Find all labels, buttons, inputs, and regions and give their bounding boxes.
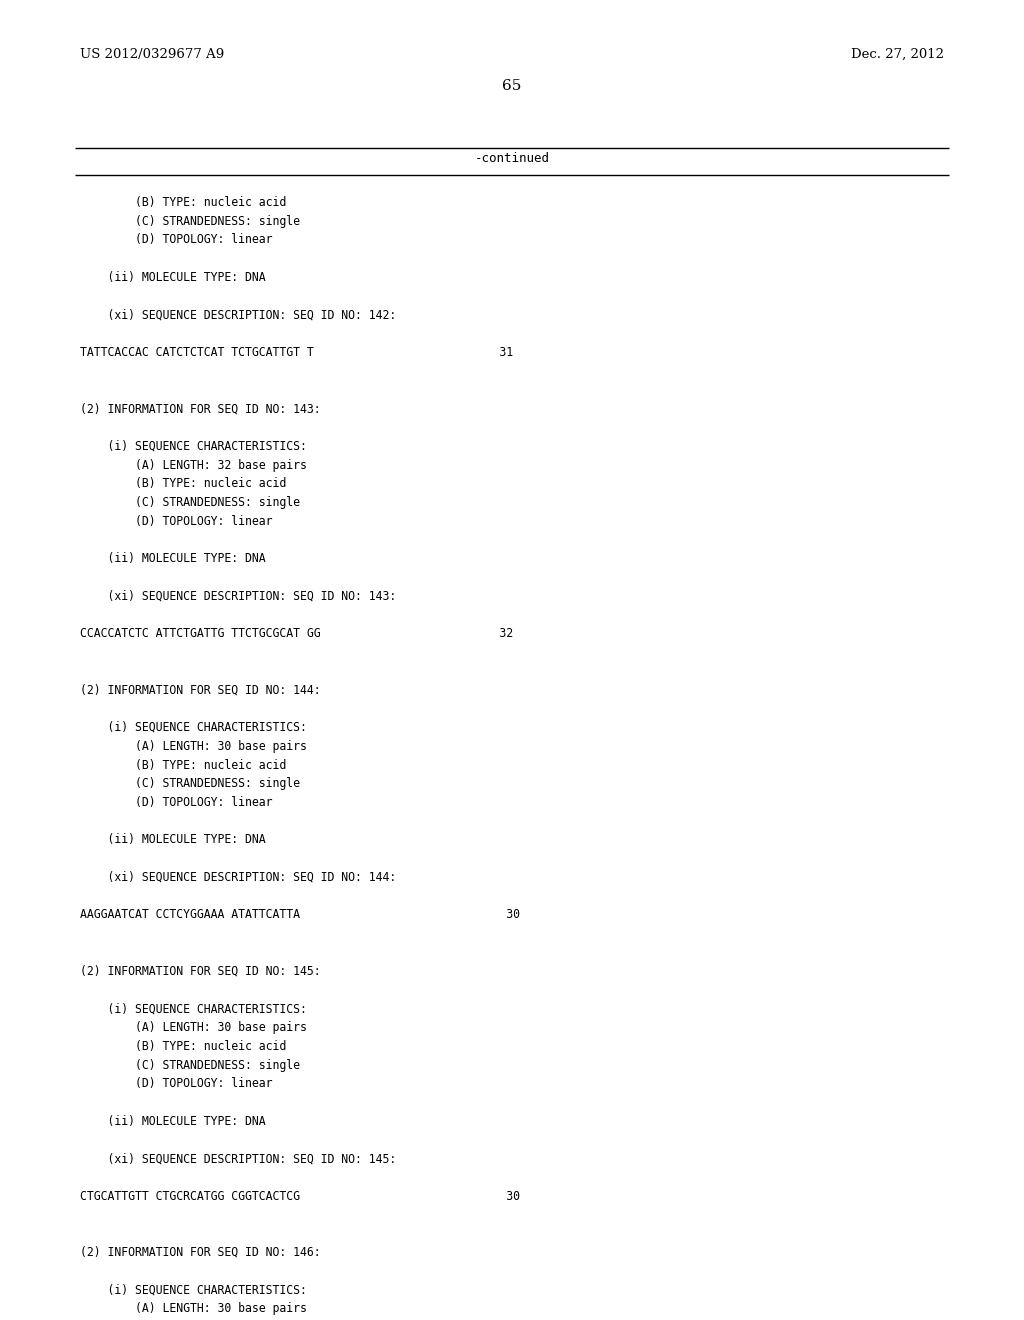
- Text: US 2012/0329677 A9: US 2012/0329677 A9: [80, 48, 224, 61]
- Text: AAGGAATCAT CCTCYGGAAA ATATTCATTA                              30: AAGGAATCAT CCTCYGGAAA ATATTCATTA 30: [80, 908, 520, 921]
- Text: (i) SEQUENCE CHARACTERISTICS:: (i) SEQUENCE CHARACTERISTICS:: [80, 1002, 307, 1015]
- Text: (C) STRANDEDNESS: single: (C) STRANDEDNESS: single: [80, 496, 300, 510]
- Text: (2) INFORMATION FOR SEQ ID NO: 145:: (2) INFORMATION FOR SEQ ID NO: 145:: [80, 965, 321, 978]
- Text: (xi) SEQUENCE DESCRIPTION: SEQ ID NO: 142:: (xi) SEQUENCE DESCRIPTION: SEQ ID NO: 14…: [80, 309, 396, 322]
- Text: (i) SEQUENCE CHARACTERISTICS:: (i) SEQUENCE CHARACTERISTICS:: [80, 440, 307, 453]
- Text: (C) STRANDEDNESS: single: (C) STRANDEDNESS: single: [80, 1059, 300, 1072]
- Text: (2) INFORMATION FOR SEQ ID NO: 144:: (2) INFORMATION FOR SEQ ID NO: 144:: [80, 684, 321, 697]
- Text: (xi) SEQUENCE DESCRIPTION: SEQ ID NO: 143:: (xi) SEQUENCE DESCRIPTION: SEQ ID NO: 14…: [80, 590, 396, 603]
- Text: (ii) MOLECULE TYPE: DNA: (ii) MOLECULE TYPE: DNA: [80, 271, 265, 284]
- Text: CCACCATCTC ATTCTGATTG TTCTGCGCAT GG                          32: CCACCATCTC ATTCTGATTG TTCTGCGCAT GG 32: [80, 627, 513, 640]
- Text: (i) SEQUENCE CHARACTERISTICS:: (i) SEQUENCE CHARACTERISTICS:: [80, 1283, 307, 1296]
- Text: Dec. 27, 2012: Dec. 27, 2012: [851, 48, 944, 61]
- Text: (A) LENGTH: 30 base pairs: (A) LENGTH: 30 base pairs: [80, 1303, 307, 1315]
- Text: (ii) MOLECULE TYPE: DNA: (ii) MOLECULE TYPE: DNA: [80, 1115, 265, 1127]
- Text: (2) INFORMATION FOR SEQ ID NO: 143:: (2) INFORMATION FOR SEQ ID NO: 143:: [80, 403, 321, 416]
- Text: TATTCACCAC CATCTCTCAT TCTGCATTGT T                           31: TATTCACCAC CATCTCTCAT TCTGCATTGT T 31: [80, 346, 513, 359]
- Text: (D) TOPOLOGY: linear: (D) TOPOLOGY: linear: [80, 796, 272, 809]
- Text: (xi) SEQUENCE DESCRIPTION: SEQ ID NO: 144:: (xi) SEQUENCE DESCRIPTION: SEQ ID NO: 14…: [80, 871, 396, 884]
- Text: (D) TOPOLOGY: linear: (D) TOPOLOGY: linear: [80, 515, 272, 528]
- Text: (xi) SEQUENCE DESCRIPTION: SEQ ID NO: 145:: (xi) SEQUENCE DESCRIPTION: SEQ ID NO: 14…: [80, 1152, 396, 1166]
- Text: (2) INFORMATION FOR SEQ ID NO: 146:: (2) INFORMATION FOR SEQ ID NO: 146:: [80, 1246, 321, 1259]
- Text: (A) LENGTH: 32 base pairs: (A) LENGTH: 32 base pairs: [80, 458, 307, 471]
- Text: (i) SEQUENCE CHARACTERISTICS:: (i) SEQUENCE CHARACTERISTICS:: [80, 721, 307, 734]
- Text: (A) LENGTH: 30 base pairs: (A) LENGTH: 30 base pairs: [80, 739, 307, 752]
- Text: (D) TOPOLOGY: linear: (D) TOPOLOGY: linear: [80, 234, 272, 247]
- Text: CTGCATTGTT CTGCRCATGG CGGTCACTCG                              30: CTGCATTGTT CTGCRCATGG CGGTCACTCG 30: [80, 1189, 520, 1203]
- Text: (B) TYPE: nucleic acid: (B) TYPE: nucleic acid: [80, 478, 287, 490]
- Text: (A) LENGTH: 30 base pairs: (A) LENGTH: 30 base pairs: [80, 1020, 307, 1034]
- Text: (B) TYPE: nucleic acid: (B) TYPE: nucleic acid: [80, 1040, 287, 1053]
- Text: (C) STRANDEDNESS: single: (C) STRANDEDNESS: single: [80, 215, 300, 228]
- Text: (C) STRANDEDNESS: single: (C) STRANDEDNESS: single: [80, 777, 300, 791]
- Text: (ii) MOLECULE TYPE: DNA: (ii) MOLECULE TYPE: DNA: [80, 552, 265, 565]
- Text: 65: 65: [503, 79, 521, 92]
- Text: (D) TOPOLOGY: linear: (D) TOPOLOGY: linear: [80, 1077, 272, 1090]
- Text: -continued: -continued: [474, 152, 550, 165]
- Text: (B) TYPE: nucleic acid: (B) TYPE: nucleic acid: [80, 195, 287, 209]
- Text: (B) TYPE: nucleic acid: (B) TYPE: nucleic acid: [80, 759, 287, 771]
- Text: (ii) MOLECULE TYPE: DNA: (ii) MOLECULE TYPE: DNA: [80, 833, 265, 846]
